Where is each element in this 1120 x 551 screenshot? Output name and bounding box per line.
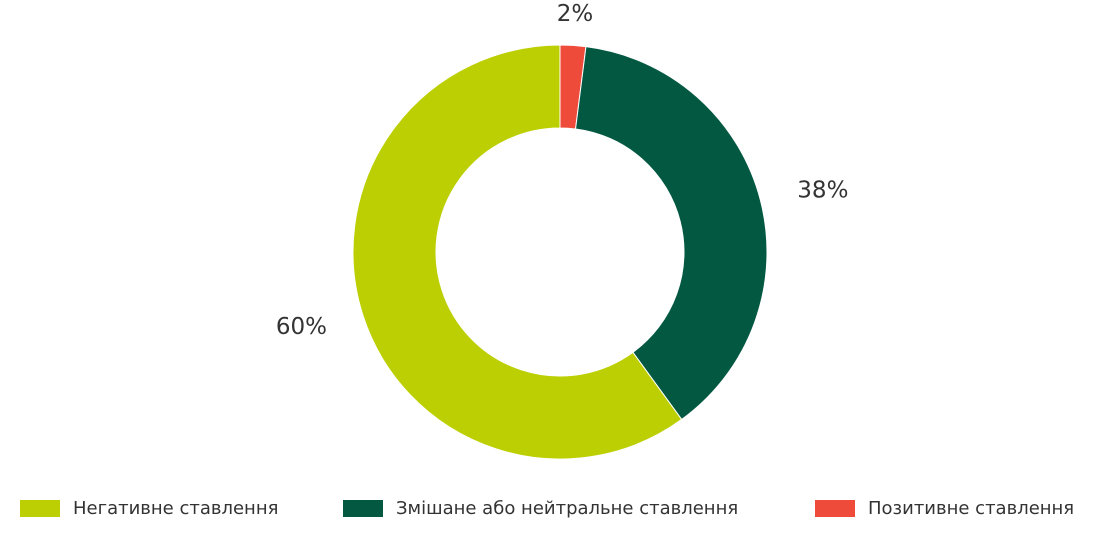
chart-legend: Негативне ставлення Змішане або нейтраль… bbox=[0, 488, 1120, 528]
legend-swatch-mixed bbox=[343, 499, 383, 517]
donut-slice-mixed bbox=[574, 46, 768, 421]
legend-item-positive: Позитивне ставлення bbox=[815, 488, 1074, 528]
legend-item-mixed: Змішане або нейтральне ставлення bbox=[343, 488, 738, 528]
legend-label-negative: Негативне ставлення bbox=[73, 497, 279, 519]
data-label-positive: 2% bbox=[557, 1, 594, 27]
data-label-mixed: 38% bbox=[797, 178, 848, 204]
legend-swatch-negative bbox=[20, 499, 60, 517]
legend-item-negative: Негативне ставлення bbox=[20, 488, 278, 528]
donut-plot: 2% 38% 60% bbox=[276, 1, 848, 460]
legend-label-positive: Позитивне ставлення bbox=[868, 497, 1075, 519]
donut-slice-negative bbox=[352, 44, 683, 460]
data-label-negative: 60% bbox=[276, 314, 327, 340]
legend-label-mixed: Змішане або нейтральне ставлення bbox=[396, 497, 739, 519]
legend-swatch-positive bbox=[815, 499, 855, 517]
